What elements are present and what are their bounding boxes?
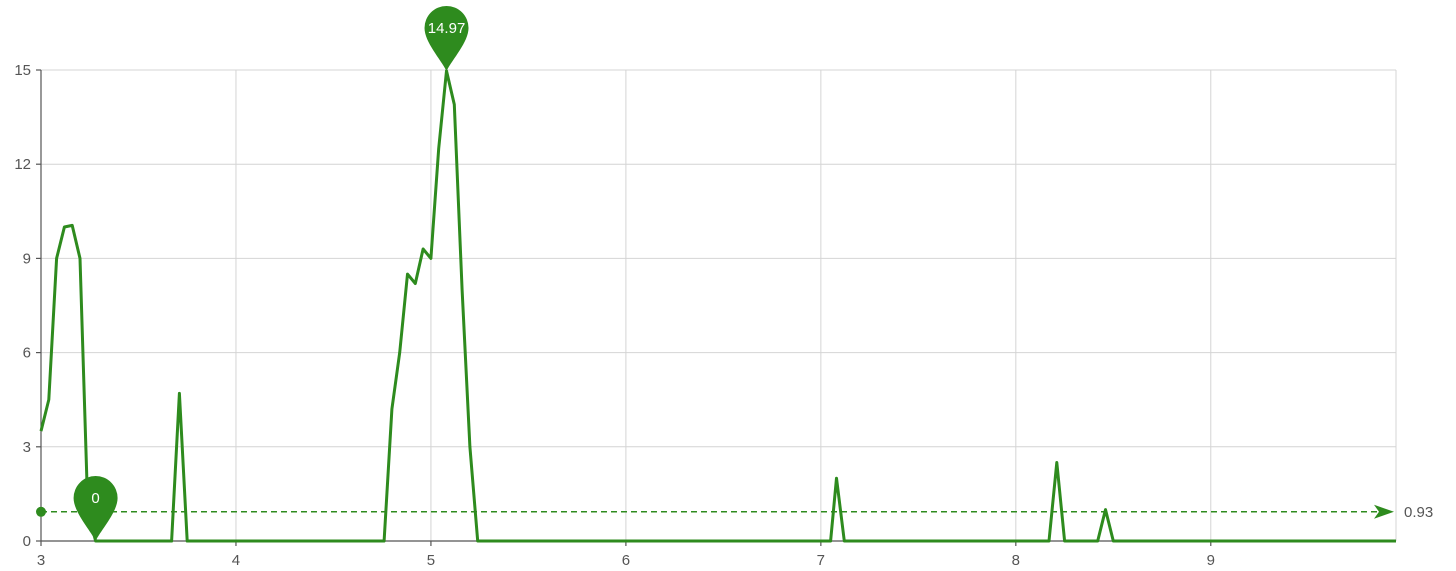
grid <box>41 69 1397 541</box>
x-tick-label: 5 <box>427 552 435 569</box>
y-tick-label: 15 <box>14 62 31 79</box>
min-pin-label: 0 <box>91 490 99 507</box>
series-layer <box>39 69 1396 543</box>
extreme-pins: 14.97 0 <box>73 5 469 541</box>
series-line <box>39 69 1396 543</box>
y-tick-label: 9 <box>23 250 31 267</box>
max-pin-icon <box>424 5 469 71</box>
x-tick-label: 9 <box>1207 552 1215 569</box>
average-label: 0.93 <box>1404 504 1433 521</box>
x-tick-label: 8 <box>1012 552 1020 569</box>
y-tick-label: 3 <box>23 439 31 456</box>
average-arrow-icon <box>1374 504 1394 519</box>
x-tick-label: 7 <box>817 552 825 569</box>
max-pin-label: 14.97 <box>428 20 466 37</box>
average-marker: 0.93 <box>36 504 1433 521</box>
min-pin-icon <box>73 476 118 541</box>
y-tick-label: 12 <box>14 156 31 173</box>
y-tick-label: 6 <box>23 345 31 362</box>
x-tick-label: 4 <box>232 552 240 569</box>
x-tick-label: 3 <box>37 552 45 569</box>
y-tick-label: 0 <box>23 533 31 550</box>
x-tick-label: 6 <box>622 552 630 569</box>
